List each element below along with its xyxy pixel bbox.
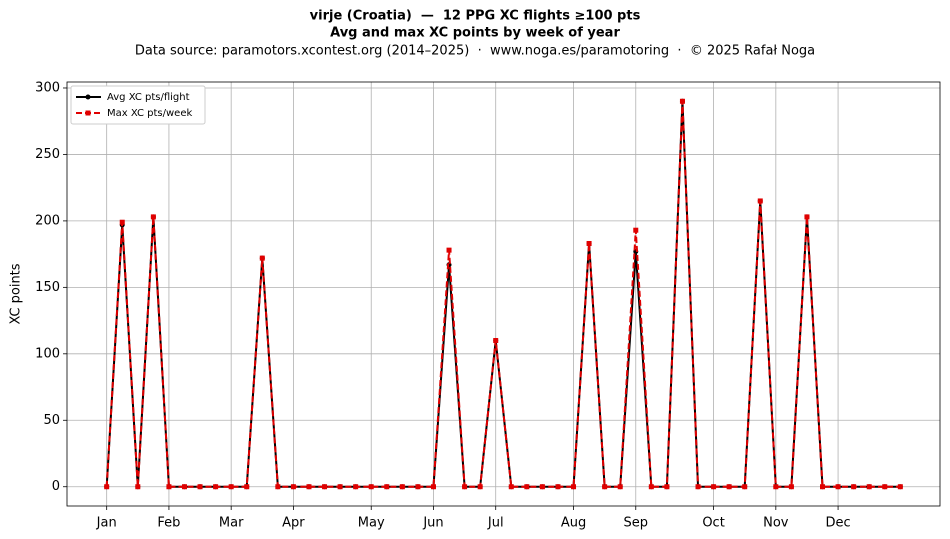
y-tick-label: 50: [43, 413, 60, 428]
legend-label: Avg XC pts/flight: [107, 92, 190, 103]
y-tick-label: 200: [35, 213, 60, 228]
point: [337, 484, 343, 490]
point: [835, 484, 841, 490]
point: [415, 484, 421, 490]
x-tick-label: Feb: [157, 516, 180, 531]
point: [773, 484, 779, 490]
chart-title: virje (Croatia) — 12 PPG XC flights ≥100…: [310, 9, 641, 24]
point: [446, 247, 452, 253]
point: [197, 484, 203, 490]
point: [820, 484, 826, 490]
series-line: [105, 101, 901, 488]
point: [181, 484, 187, 490]
x-tick-label: May: [358, 516, 385, 531]
point: [524, 484, 530, 490]
point: [166, 484, 172, 490]
x-tick-label: Sep: [624, 516, 649, 531]
point: [679, 98, 685, 104]
point: [851, 484, 857, 490]
point: [244, 484, 250, 490]
point: [882, 484, 888, 490]
point: [897, 484, 903, 490]
x-tick-label: Dec: [825, 516, 850, 531]
point: [306, 484, 312, 490]
chart-subtitle: Avg and max XC points by week of year: [330, 26, 620, 41]
x-tick-label: Oct: [702, 516, 724, 531]
point: [290, 484, 296, 490]
point: [322, 484, 328, 490]
point: [602, 484, 608, 490]
point: [664, 484, 670, 490]
point: [259, 255, 265, 261]
point: [493, 338, 499, 344]
point: [742, 484, 748, 490]
point: [555, 484, 561, 490]
legend-box: [70, 85, 206, 125]
point: [633, 227, 639, 233]
series-line: [105, 101, 901, 488]
point: [384, 484, 390, 490]
y-tick-label: 250: [35, 147, 60, 162]
point: [695, 484, 701, 490]
y-tick-label: 300: [35, 80, 60, 95]
x-tick-label: Apr: [282, 516, 305, 531]
point: [430, 484, 436, 490]
y-tick-label: 150: [35, 280, 60, 295]
x-tick-label: Jul: [487, 516, 504, 531]
point: [368, 484, 374, 490]
point: [104, 484, 110, 490]
legend-marker: [85, 94, 91, 100]
point: [462, 484, 468, 490]
point: [711, 484, 717, 490]
point: [135, 484, 141, 490]
point: [804, 214, 810, 220]
x-tick-label: Jun: [422, 516, 443, 531]
y-axis-label: XC points: [9, 263, 24, 324]
x-tick-label: Jan: [96, 516, 117, 531]
point: [399, 484, 405, 490]
legend-marker: [85, 110, 91, 116]
point: [477, 484, 483, 490]
point: [866, 484, 872, 490]
plot-frame: [66, 81, 941, 507]
x-tick-label: Aug: [561, 516, 586, 531]
x-tick-label: Mar: [219, 516, 244, 531]
y-tick-label: 100: [35, 346, 60, 361]
y-tick-label: 0: [52, 479, 60, 494]
point: [275, 484, 281, 490]
x-tick-label: Nov: [763, 516, 789, 531]
point: [726, 484, 732, 490]
point: [757, 198, 763, 204]
point: [571, 484, 577, 490]
point: [508, 484, 514, 490]
point: [353, 484, 359, 490]
point: [213, 484, 219, 490]
point: [119, 219, 125, 225]
point: [539, 484, 545, 490]
point: [788, 484, 794, 490]
point: [586, 240, 592, 246]
legend-label: Max XC pts/week: [107, 108, 192, 119]
point: [648, 484, 654, 490]
chart-source: Data source: paramotors.xcontest.org (20…: [135, 44, 815, 59]
point: [228, 484, 234, 490]
point: [617, 484, 623, 490]
point: [150, 214, 156, 220]
